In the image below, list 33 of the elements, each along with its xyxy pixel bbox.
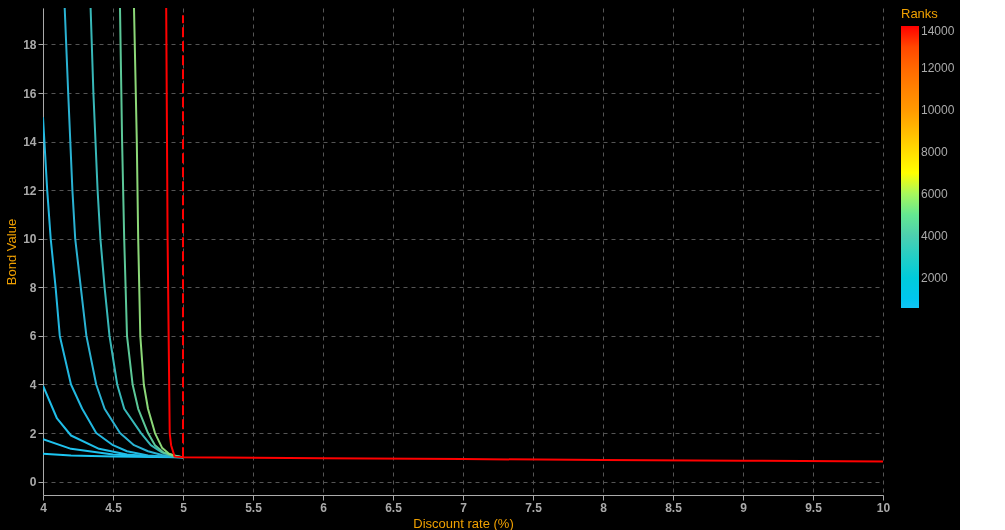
- x-tick-label: 4: [40, 500, 48, 515]
- x-tick-label: 8.5: [665, 500, 683, 515]
- x-tick-label: 5: [180, 500, 188, 515]
- color-bar-label: 14000: [921, 24, 955, 38]
- x-tick-label: 5.5: [245, 500, 263, 515]
- y-tick-label: 0: [29, 475, 37, 490]
- color-bar-label: 2000: [921, 270, 949, 285]
- color-bar-label: 4000: [921, 228, 949, 243]
- color-bar-label: 6000: [921, 186, 949, 201]
- x-tick-label: 8: [600, 500, 608, 515]
- color-bar-label: 12000: [921, 60, 955, 75]
- y-tick-label: 2: [29, 426, 37, 441]
- x-tick-label: 6: [320, 500, 328, 515]
- x-tick-label: 7.5: [525, 500, 543, 515]
- y-tick-label: 12: [23, 183, 37, 198]
- x-tick-label: 9.5: [805, 500, 823, 515]
- x-tick-label: 10: [876, 500, 891, 515]
- color-bar-title: Ranks: [901, 6, 939, 21]
- x-axis-title: Discount rate (%): [413, 515, 514, 530]
- y-tick-label: 18: [23, 37, 37, 52]
- y-tick-label: 8: [29, 280, 37, 295]
- x-tick-label: 6.5: [385, 500, 403, 515]
- x-tick-label: 7: [460, 500, 468, 515]
- y-tick-label: 14: [23, 135, 37, 150]
- color-bar-label: 10000: [921, 102, 955, 117]
- x-tick-label: 9: [740, 500, 748, 515]
- y-tick-label: 6: [29, 329, 37, 344]
- y-tick-label: 4: [29, 377, 37, 392]
- y-axis-title: Bond Value: [4, 218, 20, 286]
- color-bar-label: 8000: [921, 144, 949, 159]
- y-tick-label: 16: [23, 86, 37, 101]
- x-tick-label: 4.5: [105, 500, 123, 515]
- y-tick-label: 10: [23, 232, 37, 247]
